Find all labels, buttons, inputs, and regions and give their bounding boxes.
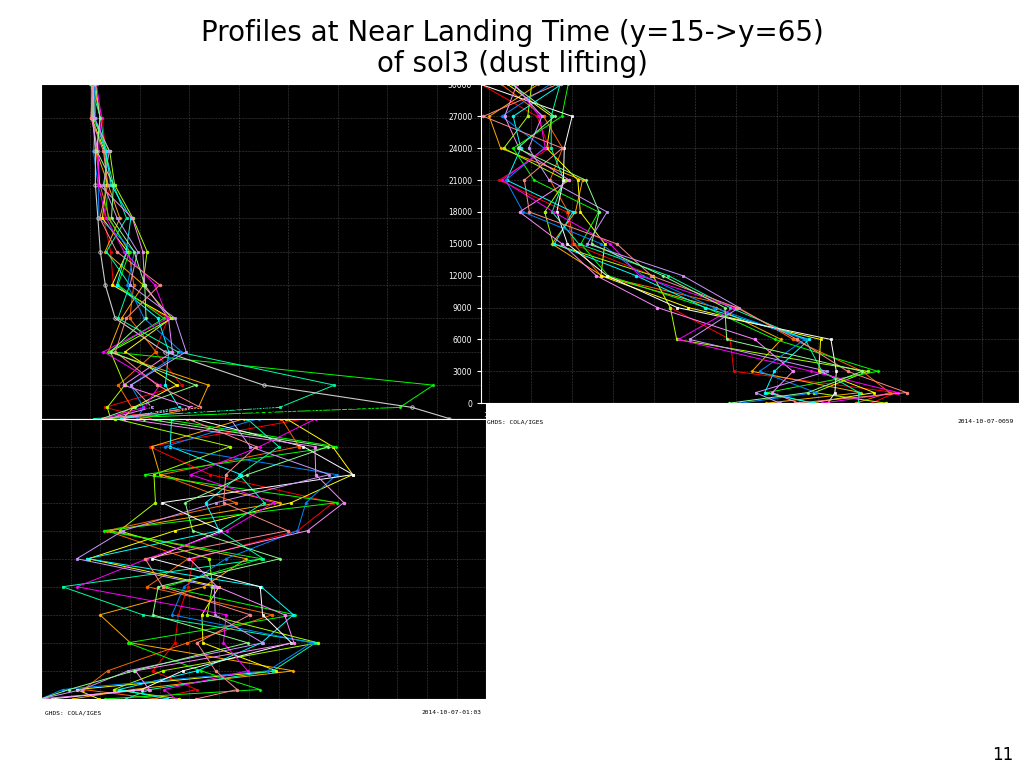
Text: Profiles at Near Landing Time (y=15->y=65): Profiles at Near Landing Time (y=15->y=6…: [201, 19, 823, 47]
Text: •: •: [513, 588, 527, 613]
Text: Wind Speed (m/s) 0900 UTC sol3 (t=739): Wind Speed (m/s) 0900 UTC sol3 (t=739): [145, 405, 382, 415]
Text: High dust load lower layers: High dust load lower layers: [546, 551, 830, 571]
Title: Tempk (K) 0900 UTC sol3 (t=739): Tempk (K) 0900 UTC sol3 (t=739): [653, 72, 847, 82]
Text: 2014-10-07-0059: 2014-10-07-0059: [957, 419, 1014, 424]
Text: of sol3 (dust lifting): of sol3 (dust lifting): [377, 50, 647, 78]
Text: Large spatial variability on winds: Large spatial variability on winds: [546, 630, 891, 650]
Text: GHDS: COLA/IGES: GHDS: COLA/IGES: [45, 432, 101, 437]
Text: •: •: [513, 628, 527, 652]
Text: GHDS: COLA/IGES: GHDS: COLA/IGES: [486, 419, 543, 424]
Text: 2014-10-07-01:03: 2014-10-07-01:03: [422, 710, 482, 715]
Title: Dust MixRat (g/kg) 0900 UTC sol3 (t=739): Dust MixRat (g/kg) 0900 UTC sol3 (t=739): [138, 72, 389, 82]
Text: •: •: [513, 549, 527, 574]
Text: GHDS: COLA/IGES: GHDS: COLA/IGES: [45, 710, 101, 715]
Text: Near isothermal in lower layers: Near isothermal in lower layers: [546, 591, 872, 611]
Text: 11: 11: [992, 746, 1014, 764]
